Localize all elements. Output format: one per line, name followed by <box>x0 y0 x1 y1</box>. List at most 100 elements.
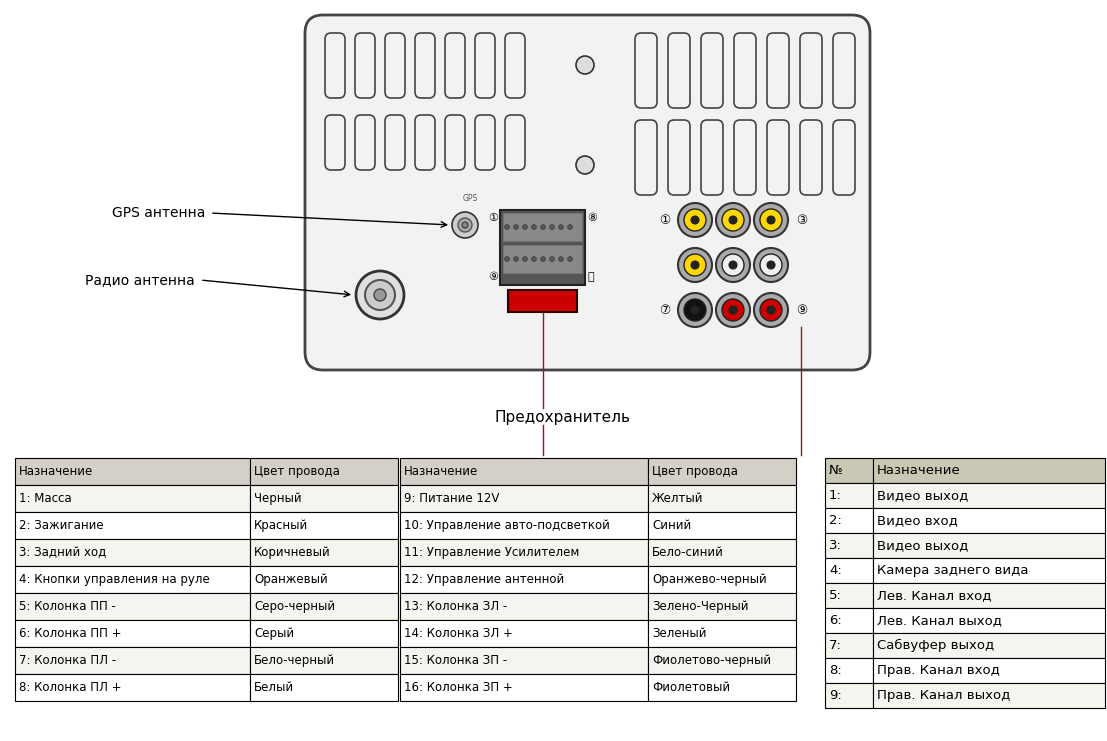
Bar <box>648 674 796 701</box>
Circle shape <box>716 248 751 282</box>
Bar <box>400 674 648 701</box>
Bar <box>250 566 399 593</box>
Circle shape <box>716 293 751 327</box>
FancyBboxPatch shape <box>385 33 405 98</box>
FancyBboxPatch shape <box>734 120 756 195</box>
Text: ①: ① <box>659 213 670 227</box>
Bar <box>648 458 796 485</box>
Text: Серый: Серый <box>254 627 294 640</box>
Text: ⑨: ⑨ <box>796 304 807 316</box>
Text: Оранжево-черный: Оранжево-черный <box>652 573 767 586</box>
FancyBboxPatch shape <box>475 115 495 170</box>
FancyBboxPatch shape <box>668 33 690 108</box>
Text: ⑦: ⑦ <box>659 304 670 316</box>
Bar <box>400 647 648 674</box>
Circle shape <box>576 156 594 174</box>
Circle shape <box>684 254 706 276</box>
Text: Зеленый: Зеленый <box>652 627 706 640</box>
FancyBboxPatch shape <box>734 33 756 108</box>
FancyBboxPatch shape <box>355 115 375 170</box>
Bar <box>503 245 582 273</box>
Bar <box>250 647 399 674</box>
Circle shape <box>505 256 509 262</box>
Bar <box>648 512 796 539</box>
Bar <box>648 593 796 620</box>
Bar <box>400 485 648 512</box>
Text: Белый: Белый <box>254 681 294 694</box>
Bar <box>400 458 648 485</box>
FancyBboxPatch shape <box>385 115 405 170</box>
Circle shape <box>458 218 472 232</box>
Text: Оранжевый: Оранжевый <box>254 573 328 586</box>
Text: 12: Управление антенной: 12: Управление антенной <box>404 573 565 586</box>
Text: Бело-черный: Бело-черный <box>254 654 335 667</box>
Text: Назначение: Назначение <box>877 464 961 477</box>
Text: Бело-синий: Бело-синий <box>652 546 724 559</box>
Circle shape <box>576 56 594 74</box>
Bar <box>873 633 1105 658</box>
Text: 3: Задний ход: 3: Задний ход <box>19 546 106 559</box>
Text: 6:: 6: <box>829 614 841 627</box>
FancyBboxPatch shape <box>832 120 855 195</box>
Text: ⑧: ⑧ <box>587 213 597 223</box>
Text: Прав. Канал выход: Прав. Канал выход <box>877 689 1011 702</box>
Bar <box>648 620 796 647</box>
Bar <box>15 620 250 647</box>
Circle shape <box>531 256 537 262</box>
Bar <box>400 620 648 647</box>
Text: №: № <box>829 464 842 477</box>
Bar <box>250 458 399 485</box>
Circle shape <box>761 299 782 321</box>
Circle shape <box>356 271 404 319</box>
Bar <box>873 533 1105 558</box>
FancyBboxPatch shape <box>832 33 855 108</box>
Bar <box>648 485 796 512</box>
Circle shape <box>523 256 528 262</box>
Text: ⑯: ⑯ <box>587 272 593 282</box>
Text: 8:: 8: <box>829 664 841 677</box>
Text: Радио антенна: Радио антенна <box>85 273 195 287</box>
Bar <box>825 583 873 608</box>
Circle shape <box>722 209 744 231</box>
Text: 14: Колонка ЗЛ +: 14: Колонка ЗЛ + <box>404 627 513 640</box>
Bar <box>15 593 250 620</box>
Bar <box>873 583 1105 608</box>
Circle shape <box>452 212 478 238</box>
Bar <box>400 566 648 593</box>
Circle shape <box>549 225 555 230</box>
Circle shape <box>754 248 788 282</box>
Bar <box>250 593 399 620</box>
FancyBboxPatch shape <box>800 33 823 108</box>
Text: Серо-черный: Серо-черный <box>254 600 335 613</box>
Circle shape <box>568 225 572 230</box>
FancyBboxPatch shape <box>445 33 465 98</box>
Text: 9: Питание 12V: 9: Питание 12V <box>404 492 499 505</box>
Bar <box>873 558 1105 583</box>
Bar <box>250 620 399 647</box>
Circle shape <box>691 306 699 314</box>
Bar <box>250 485 399 512</box>
Text: 5:: 5: <box>829 589 842 602</box>
Text: 16: Колонка ЗП +: 16: Колонка ЗП + <box>404 681 513 694</box>
Bar <box>825 633 873 658</box>
Text: Фиолетовый: Фиолетовый <box>652 681 731 694</box>
Text: Видео вход: Видео вход <box>877 514 958 527</box>
Bar <box>400 512 648 539</box>
Circle shape <box>684 209 706 231</box>
Text: Назначение: Назначение <box>19 465 93 478</box>
Circle shape <box>716 203 751 237</box>
FancyBboxPatch shape <box>505 115 525 170</box>
FancyBboxPatch shape <box>635 120 656 195</box>
Text: 15: Колонка ЗП -: 15: Колонка ЗП - <box>404 654 507 667</box>
Bar <box>15 647 250 674</box>
Circle shape <box>767 261 775 269</box>
Text: 9:: 9: <box>829 689 841 702</box>
Text: GPS: GPS <box>463 194 477 203</box>
Circle shape <box>761 209 782 231</box>
FancyBboxPatch shape <box>635 33 656 108</box>
Bar <box>825 533 873 558</box>
FancyBboxPatch shape <box>325 33 345 98</box>
FancyBboxPatch shape <box>767 120 789 195</box>
Bar <box>648 566 796 593</box>
Bar <box>250 674 399 701</box>
